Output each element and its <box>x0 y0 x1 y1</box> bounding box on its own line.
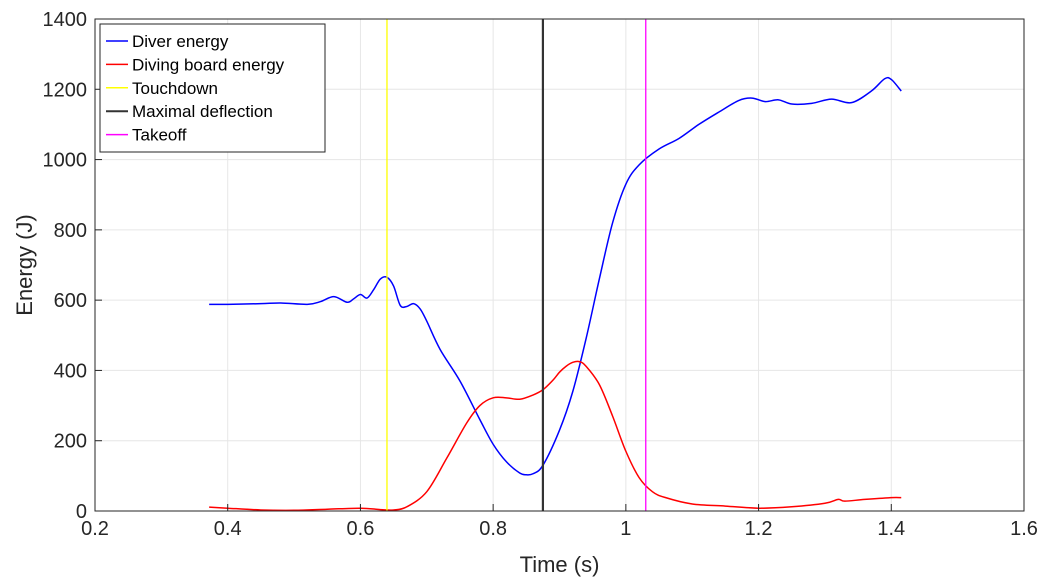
legend-entry: Takeoff <box>132 126 187 145</box>
diving-board-energy-line <box>209 360 902 512</box>
x-axis-ticks: 0.2 0.4 0.6 0.8 1 1.2 1.4 1.6 <box>81 504 1038 540</box>
x-tick-label: 1 <box>620 518 631 540</box>
grid-lines <box>94 18 1025 512</box>
legend-entry: Touchdown <box>132 79 218 98</box>
y-axis-label: Energy (J) <box>12 214 37 315</box>
x-tick-label: 1.2 <box>745 518 773 540</box>
y-tick-label: 600 <box>54 290 87 312</box>
legend: Diver energy Diving board energy Touchdown… <box>99 23 326 153</box>
y-tick-label: 1200 <box>43 79 88 101</box>
x-axis-label: Time (s) <box>520 552 600 577</box>
x-tick-label: 1.4 <box>877 518 905 540</box>
y-tick-label: 800 <box>54 220 87 242</box>
y-tick-label: 1000 <box>43 150 88 172</box>
legend-box <box>99 23 326 153</box>
y-tick-label: 400 <box>54 360 87 382</box>
x-tick-label: 0.2 <box>81 518 109 540</box>
x-tick-label: 0.6 <box>347 518 375 540</box>
x-tick-label: 0.8 <box>479 518 507 540</box>
plot-series <box>209 19 902 512</box>
legend-entry: Diver energy <box>132 32 229 51</box>
legend-entry: Maximal deflection <box>132 102 273 121</box>
legend-entry: Diving board energy <box>132 55 285 74</box>
diver-energy-line <box>209 76 902 476</box>
y-axis-ticks: 0 200 400 600 800 1000 1200 1400 <box>43 9 102 523</box>
y-tick-label: 0 <box>76 501 87 523</box>
plot-area-frame <box>94 18 1025 512</box>
x-tick-label: 0.4 <box>214 518 242 540</box>
y-tick-label: 200 <box>54 431 87 453</box>
y-tick-label: 1400 <box>43 9 88 31</box>
x-tick-label: 1.6 <box>1010 518 1038 540</box>
